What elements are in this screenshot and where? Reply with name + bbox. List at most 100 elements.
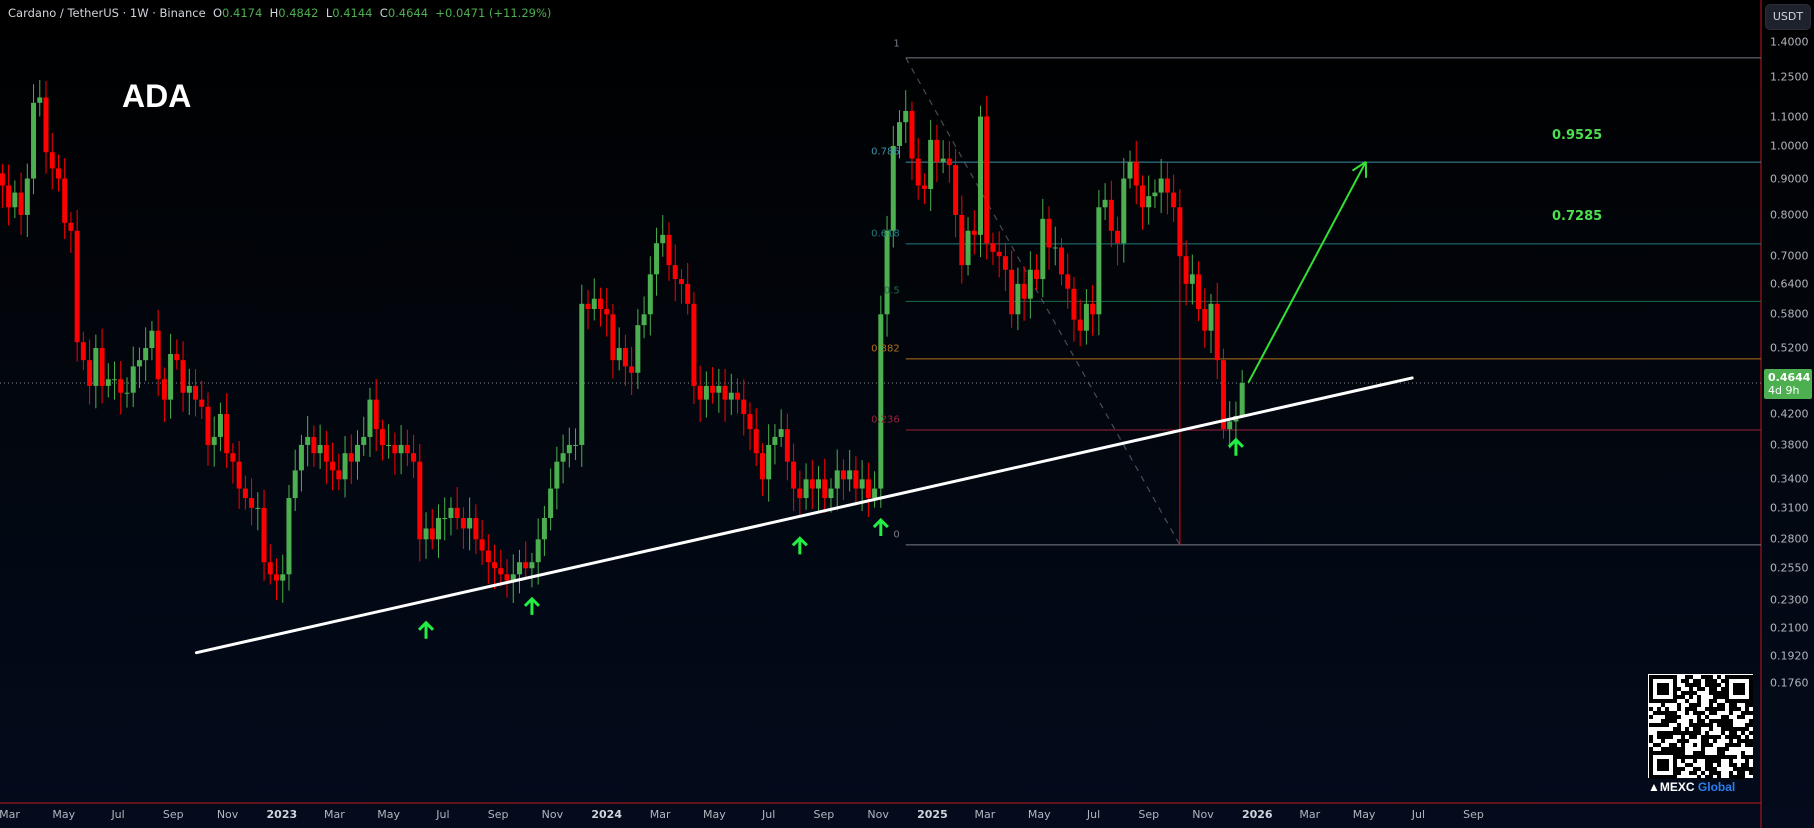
qr-code-module <box>1717 675 1721 679</box>
qr-code-module <box>1749 771 1753 775</box>
qr-code-module <box>1689 703 1693 707</box>
qr-code-module <box>1677 739 1681 743</box>
candle-body <box>87 360 93 386</box>
qr-code-module <box>1705 735 1709 739</box>
qr-code-module <box>1661 723 1665 727</box>
candle-body <box>1096 207 1102 315</box>
price-tick-label: 0.1920 <box>1770 649 1809 663</box>
qr-code-module <box>1721 755 1725 759</box>
qr-code-module <box>1709 687 1713 691</box>
candle-body <box>211 436 217 445</box>
candle-body <box>504 574 510 581</box>
qr-code-module <box>1725 727 1729 731</box>
current-price-value: 0.4644 <box>1768 371 1811 384</box>
qr-code-module <box>1709 699 1713 703</box>
candle-body <box>772 436 778 445</box>
candle-body <box>249 498 255 508</box>
qr-code-module <box>1717 751 1721 755</box>
qr-code-module <box>1673 719 1677 723</box>
qr-code-module <box>1697 715 1701 719</box>
high-label: H <box>269 6 279 20</box>
qr-code-module <box>1685 691 1689 695</box>
qr-code-module <box>1749 739 1753 743</box>
price-tick-label: 0.4200 <box>1770 407 1809 421</box>
candle-body <box>1090 303 1096 315</box>
qr-code-module <box>1725 743 1729 747</box>
target-label-1: 0.9525 <box>1552 128 1603 143</box>
candle-body <box>1239 382 1245 416</box>
price-tick-label: 0.3800 <box>1770 438 1809 452</box>
candle-body <box>741 399 747 415</box>
candle-body <box>766 444 772 480</box>
candle-body <box>791 461 797 489</box>
qr-code-module <box>1721 679 1725 683</box>
qr-code-module <box>1701 723 1705 727</box>
qr-code-module <box>1713 691 1717 695</box>
qr-code-module <box>1717 719 1721 723</box>
candle-body <box>1227 421 1233 430</box>
candle-body <box>379 429 385 445</box>
qr-code-module <box>1705 707 1709 711</box>
candle-body <box>666 234 672 266</box>
qr-code-module <box>1657 675 1661 679</box>
qr-code-module <box>1649 675 1653 679</box>
qr-code-module <box>1725 679 1729 683</box>
qr-code-module <box>1725 675 1729 679</box>
qr-code-module <box>1701 711 1705 715</box>
qr-code-module <box>1669 751 1673 755</box>
qr-code-module <box>1697 719 1701 723</box>
qr-code-module <box>1681 679 1685 683</box>
qr-code-module <box>1665 683 1669 687</box>
close-label: C <box>379 6 388 20</box>
qr-code-module <box>1737 743 1741 747</box>
candle-body <box>118 379 124 393</box>
candle-body <box>903 110 909 123</box>
up-arrow-icon <box>791 536 808 555</box>
qr-code-module <box>1729 723 1733 727</box>
qr-code-module <box>1677 727 1681 731</box>
candle-body <box>915 158 921 186</box>
time-tick-label: 2024 <box>591 808 622 821</box>
qr-code-module <box>1665 735 1669 739</box>
candle-body <box>629 366 635 373</box>
candle-body <box>909 110 915 159</box>
time-tick-label: Mar <box>649 808 671 821</box>
time-tick-label: Jul <box>111 808 125 821</box>
candle-body <box>386 444 392 446</box>
symbol-name[interactable]: Cardano / TetherUS · 1W · Binance <box>8 6 206 20</box>
candle-body <box>660 234 666 244</box>
candle-body <box>205 406 211 445</box>
qr-code-module <box>1697 775 1701 779</box>
qr-code-module <box>1697 727 1701 731</box>
qr-code-module <box>1681 695 1685 699</box>
qr-code-module <box>1709 767 1713 771</box>
qr-code-module <box>1709 691 1713 695</box>
qr-code-module <box>1713 767 1717 771</box>
qr-code-module <box>1725 735 1729 739</box>
qr-code-module <box>1673 731 1677 735</box>
candle-body <box>753 429 759 454</box>
candle-body <box>710 385 716 393</box>
qr-code-module <box>1709 763 1713 767</box>
qr-code-module <box>1709 755 1713 759</box>
candle-body <box>1021 283 1027 299</box>
qr-code-module <box>1649 767 1653 771</box>
qr-code-module <box>1713 755 1717 759</box>
open-value: 0.4174 <box>222 6 263 20</box>
candle-body <box>49 152 55 169</box>
candle-body <box>921 185 927 190</box>
candle-body <box>43 97 49 153</box>
candle-body <box>193 385 199 400</box>
time-tick-label: Jul <box>1086 808 1101 821</box>
qr-code-module <box>1749 723 1753 727</box>
qr-code-module <box>1709 727 1713 731</box>
currency-button[interactable]: USDT <box>1765 4 1811 30</box>
candle-body <box>541 517 547 540</box>
qr-code-module <box>1749 719 1753 723</box>
time-tick-label: Sep <box>487 808 509 821</box>
target-arrow-line <box>1247 161 1367 384</box>
candle-body <box>548 488 554 518</box>
qr-code-module <box>1665 707 1669 711</box>
qr-code-module <box>1733 767 1737 771</box>
